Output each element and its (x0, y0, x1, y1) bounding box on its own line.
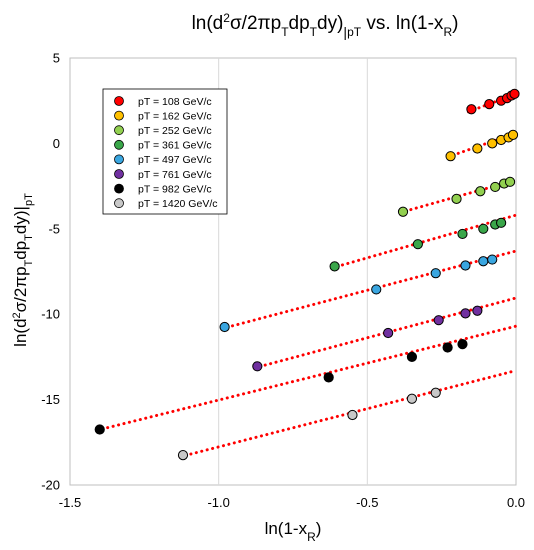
legend-marker (114, 198, 124, 209)
data-point (509, 88, 520, 99)
data-point (478, 256, 489, 267)
data-point (430, 387, 441, 398)
plot-area (69, 57, 517, 486)
data-point (487, 254, 498, 265)
legend-label: pT = 108 GeV/c (138, 96, 212, 108)
x-tick-label: -1.0 (207, 495, 229, 510)
y-tick-labels: 5 0 -5 -10 -15 -20 (41, 51, 60, 493)
x-tick-label: 0.0 (507, 495, 525, 510)
legend-marker (114, 125, 124, 136)
data-point (504, 176, 516, 187)
legend-label: pT = 162 GeV/c (138, 110, 212, 122)
data-point (442, 342, 453, 353)
data-point (397, 206, 409, 217)
y-tick-label: 5 (53, 51, 60, 66)
fit-line (95, 324, 518, 432)
grid-lines (218, 58, 368, 485)
legend-marker (114, 183, 124, 194)
legend-label: pT = 252 GeV/c (138, 125, 212, 137)
x-tick-label: -0.5 (356, 495, 378, 510)
legend-label: pT = 1420 GeV/c (138, 198, 217, 210)
data-point (475, 186, 486, 197)
data-point (383, 327, 394, 339)
legend: pT = 108 GeV/c pT = 162 GeV/c pT = 252 GeV… (102, 88, 228, 215)
y-tick-label: 0 (53, 136, 60, 151)
data-point (94, 424, 105, 435)
data-point (412, 239, 423, 250)
legend-marker (114, 139, 124, 150)
data-point (484, 99, 495, 110)
x-tick-labels: -1.5 -1.0 -0.5 0.0 (59, 495, 525, 510)
data-point (451, 193, 462, 205)
fit-line (220, 249, 518, 331)
data-point (445, 151, 456, 162)
legend-box (102, 88, 228, 215)
data-point (490, 181, 501, 193)
data-point (371, 284, 382, 295)
data-point (478, 223, 489, 234)
data-point (323, 372, 334, 383)
y-tick-label: -20 (41, 478, 60, 493)
legend-marker (114, 96, 124, 106)
data-point (507, 129, 519, 140)
data-point (252, 361, 263, 372)
y-tick-label: -15 (41, 392, 60, 407)
x-tick-label: -1.5 (59, 495, 81, 510)
data-point (329, 261, 340, 272)
data-point (460, 260, 471, 271)
legend-label: pT = 982 GeV/c (138, 183, 212, 195)
data-point (457, 338, 468, 350)
data-point (496, 217, 507, 228)
x-axis-title: ln(1-xR) (265, 519, 322, 544)
data-point (457, 228, 468, 240)
data-point (487, 138, 498, 149)
data-points (94, 88, 520, 461)
legend-label: pT = 361 GeV/c (138, 140, 212, 152)
data-point (347, 409, 358, 421)
data-point (406, 351, 418, 362)
y-axis-title: ln(d2σ/2πpTdpTdy)|pT (11, 193, 35, 347)
legend-marker (114, 169, 124, 179)
data-point (472, 305, 483, 316)
data-point (430, 268, 441, 279)
y-tick-label: -10 (41, 307, 60, 322)
data-point (460, 308, 471, 319)
legend-marker (114, 110, 124, 121)
legend-label: pT = 497 GeV/c (138, 154, 212, 166)
legend-label: pT = 761 GeV/c (138, 169, 212, 181)
fit-line (330, 213, 518, 270)
chart-title: ln(d2σ/2πpTdpTdy)|pT vs. ln(1-xR) (192, 11, 459, 40)
data-point (219, 321, 230, 333)
data-point (433, 315, 444, 326)
data-point (177, 450, 189, 461)
data-point (466, 104, 477, 115)
y-tick-label: -5 (48, 221, 60, 236)
data-point (406, 393, 418, 404)
legend-marker (114, 154, 124, 165)
data-point (472, 143, 483, 154)
